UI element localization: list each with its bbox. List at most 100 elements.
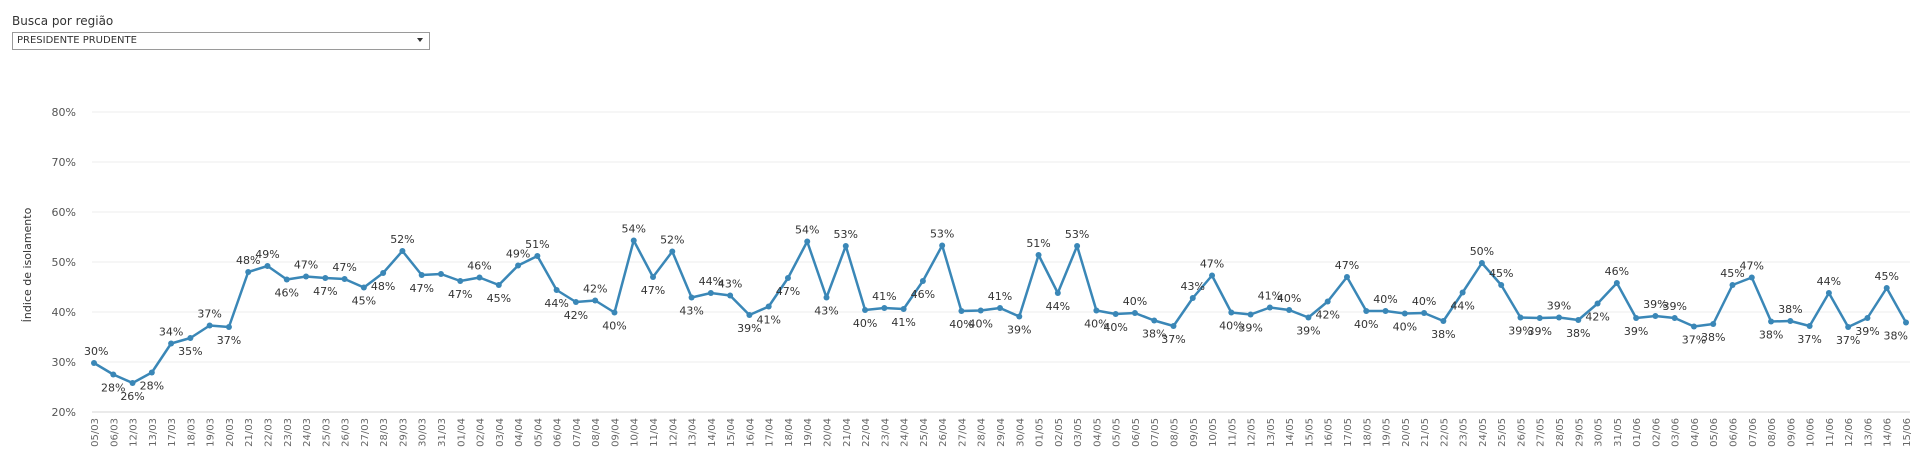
data-point[interactable] xyxy=(1652,313,1659,319)
data-point[interactable] xyxy=(746,312,753,318)
data-point[interactable] xyxy=(1440,318,1447,324)
data-point[interactable] xyxy=(1517,314,1524,321)
data-point[interactable] xyxy=(823,294,830,301)
data-point[interactable] xyxy=(688,294,695,301)
chevron-down-icon[interactable] xyxy=(417,38,423,42)
data-point[interactable] xyxy=(881,305,888,311)
data-point[interactable] xyxy=(1247,311,1254,318)
data-point[interactable] xyxy=(1845,324,1852,330)
data-point[interactable] xyxy=(1305,314,1312,321)
data-point[interactable] xyxy=(303,273,310,280)
data-point[interactable] xyxy=(804,238,811,245)
data-point[interactable] xyxy=(283,276,290,283)
data-point[interactable] xyxy=(1401,310,1408,317)
data-point[interactable] xyxy=(495,282,502,288)
data-point[interactable] xyxy=(148,369,155,376)
data-point[interactable] xyxy=(1806,323,1813,329)
data-point[interactable] xyxy=(129,380,136,386)
data-point[interactable] xyxy=(1324,298,1331,305)
data-point[interactable] xyxy=(1903,319,1909,326)
data-point[interactable] xyxy=(1209,272,1216,279)
data-point[interactable] xyxy=(1575,317,1582,323)
data-point[interactable] xyxy=(1016,313,1023,320)
data-point[interactable] xyxy=(1363,308,1370,314)
data-point[interactable] xyxy=(939,242,946,249)
data-point[interactable] xyxy=(1286,307,1293,313)
data-point[interactable] xyxy=(1228,309,1235,316)
data-point[interactable] xyxy=(707,290,714,296)
data-point[interactable] xyxy=(1343,274,1350,280)
data-point[interactable] xyxy=(1054,290,1061,296)
x-tick-label: 11/05 xyxy=(1227,418,1238,447)
data-point[interactable] xyxy=(1035,252,1042,258)
data-point[interactable] xyxy=(1478,260,1485,266)
data-point[interactable] xyxy=(225,324,232,330)
data-point[interactable] xyxy=(977,307,984,314)
data-point[interactable] xyxy=(919,278,926,284)
data-point[interactable] xyxy=(1613,280,1620,286)
data-point[interactable] xyxy=(1729,282,1736,288)
data-point[interactable] xyxy=(1421,310,1428,316)
data-point[interactable] xyxy=(1112,311,1119,317)
data-point[interactable] xyxy=(399,248,406,254)
data-point[interactable] xyxy=(1151,317,1158,324)
x-tick-label: 22/05 xyxy=(1439,418,1450,447)
data-point[interactable] xyxy=(1382,308,1389,314)
data-point[interactable] xyxy=(380,270,387,276)
data-point[interactable] xyxy=(360,284,367,291)
data-point[interactable] xyxy=(1498,282,1505,288)
data-point[interactable] xyxy=(1556,314,1563,321)
data-point[interactable] xyxy=(1189,295,1196,301)
data-point[interactable] xyxy=(418,272,425,278)
data-point[interactable] xyxy=(611,309,618,316)
data-point[interactable] xyxy=(630,237,637,244)
data-point[interactable] xyxy=(592,297,599,304)
data-point[interactable] xyxy=(1690,323,1697,330)
data-point[interactable] xyxy=(1594,300,1601,307)
data-point[interactable] xyxy=(1633,315,1640,321)
data-point[interactable] xyxy=(1131,310,1138,316)
data-point[interactable] xyxy=(553,287,560,293)
data-point[interactable] xyxy=(1093,307,1100,314)
data-point[interactable] xyxy=(515,262,522,269)
data-point[interactable] xyxy=(1671,315,1678,321)
data-point[interactable] xyxy=(110,371,117,378)
data-point[interactable] xyxy=(1787,318,1794,324)
data-point[interactable] xyxy=(187,335,194,341)
data-point[interactable] xyxy=(1536,315,1543,321)
data-point[interactable] xyxy=(784,275,791,281)
data-point[interactable] xyxy=(765,303,772,310)
data-point[interactable] xyxy=(997,305,1003,311)
data-point[interactable] xyxy=(1459,289,1466,296)
data-point[interactable] xyxy=(1170,323,1177,329)
data-point[interactable] xyxy=(1710,321,1717,327)
data-point[interactable] xyxy=(168,340,175,347)
data-point[interactable] xyxy=(437,271,444,277)
data-point[interactable] xyxy=(572,299,579,305)
data-point[interactable] xyxy=(842,243,849,249)
data-point[interactable] xyxy=(206,322,213,329)
x-tick-label: 08/06 xyxy=(1767,418,1778,447)
data-point[interactable] xyxy=(900,306,907,312)
data-point[interactable] xyxy=(476,274,483,281)
data-point[interactable] xyxy=(341,276,348,282)
region-dropdown[interactable]: PRESIDENTE PRUDENTE xyxy=(12,32,430,50)
data-point[interactable] xyxy=(1768,318,1775,325)
data-point[interactable] xyxy=(727,292,734,299)
data-point[interactable] xyxy=(650,274,657,280)
data-point[interactable] xyxy=(1074,243,1081,249)
data-point[interactable] xyxy=(958,308,965,314)
data-point[interactable] xyxy=(245,269,252,275)
data-point[interactable] xyxy=(91,360,97,366)
data-point[interactable] xyxy=(457,278,464,284)
data-point[interactable] xyxy=(1883,285,1890,291)
data-point[interactable] xyxy=(862,307,869,313)
data-point[interactable] xyxy=(264,263,271,269)
data-point[interactable] xyxy=(669,248,676,255)
data-point[interactable] xyxy=(1748,274,1755,281)
data-point[interactable] xyxy=(1864,315,1871,321)
data-point[interactable] xyxy=(534,253,541,259)
data-point[interactable] xyxy=(1825,290,1832,296)
data-point[interactable] xyxy=(1266,304,1273,311)
data-point[interactable] xyxy=(322,275,329,281)
